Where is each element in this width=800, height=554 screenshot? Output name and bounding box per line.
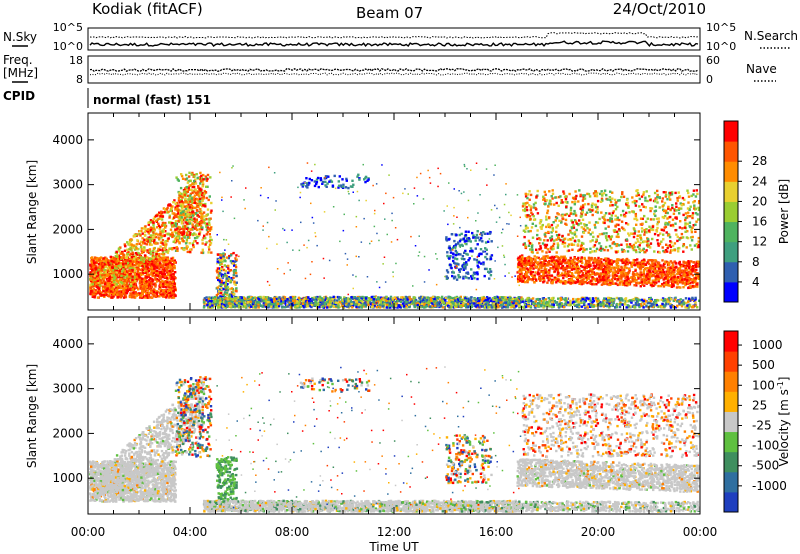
velocity-x-ticks: [87, 317, 701, 514]
power-colorbar-swatch-5: [724, 181, 738, 202]
velocity-colorbar-swatch-3: [724, 431, 738, 453]
power-y-tick-label-0: 1000: [52, 267, 83, 281]
velocity-colorbar-swatch-5: [724, 391, 738, 412]
nave-tick-top: 60: [706, 54, 720, 67]
noise-search-label: N.Search: [744, 29, 798, 43]
cpid-text: normal (fast) 151: [93, 93, 211, 107]
velocity-panel: 1000 2000 3000 4000 Slant Range [km] 1000 50…: [25, 316, 791, 515]
power-x-ticks: [87, 113, 701, 310]
x-tick-label-5: 20:00: [581, 525, 616, 539]
cpid-panel: CPID normal (fast) 151: [3, 88, 211, 108]
power-colorbar-swatch-6: [724, 161, 738, 182]
x-tick-label-3: 12:00: [377, 525, 412, 539]
velocity-colorbar: 1000 500 100 25 -25 -100 -500 -1000 Velocity [m …: [723, 330, 791, 513]
velocity-y-axis: 1000 2000 3000 4000: [52, 337, 700, 485]
velocity-colorbar-label: Velocity [m s-1]: [776, 377, 791, 467]
noise-sky-label: N.Sky: [3, 30, 37, 44]
velocity-heatmap: [89, 366, 701, 513]
velocity-colorbar-tick-2: 100: [752, 378, 775, 392]
freq-trace: [89, 67, 699, 76]
velocity-colorbar-swatch-1: [724, 471, 738, 493]
power-y-tick-label-3: 4000: [52, 133, 83, 147]
power-colorbar-tick-6: 28: [752, 154, 767, 168]
station-title: Kodiak (fitACF): [92, 0, 203, 18]
velocity-y-tick-label-1: 2000: [52, 426, 83, 440]
velocity-colorbar-tick-0: 1000: [752, 338, 783, 352]
x-axis-title: Time UT: [368, 540, 419, 554]
nave-label: Nave: [746, 62, 777, 76]
power-colorbar-swatch-1: [724, 261, 738, 283]
power-colorbar-tick-4: 20: [752, 194, 767, 208]
power-y-axis: 1000 2000 3000 4000: [52, 133, 700, 281]
velocity-colorbar-swatch-7: [724, 351, 738, 372]
freq-panel: Freq. [MHz] 18 8 60 0 Nave: [3, 53, 777, 86]
power-colorbar: 4 8 12 16 20 24 28 Power [dB]: [723, 120, 791, 303]
velocity-y-tick-label-2: 3000: [52, 382, 83, 396]
velocity-colorbar-tick-6: -500: [752, 459, 779, 473]
freq-tick-top: 18: [69, 54, 83, 67]
noise-tick-right-bottom: 10^0: [706, 40, 736, 53]
x-tick-label-2: 08:00: [275, 525, 310, 539]
velocity-colorbar-swatch-4: [724, 411, 738, 433]
power-y-tick-label-1: 2000: [52, 222, 83, 236]
velocity-colorbar-swatch-0: [724, 491, 738, 513]
power-colorbar-swatch-4: [724, 201, 738, 223]
power-y-label: Slant Range [km]: [25, 160, 39, 264]
velocity-colorbar-tick-7: -1000: [752, 479, 787, 493]
x-axis-labels: 00:00 04:00 08:00 12:00 16:00 20:00 00:00: [71, 525, 718, 539]
noise-trace: [89, 32, 699, 48]
power-colorbar-swatch-8: [724, 121, 738, 142]
noise-tick-left-bottom: 10^0: [53, 40, 83, 53]
power-colorbar-tick-2: 12: [752, 235, 767, 249]
velocity-colorbar-tick-3: 25: [752, 398, 767, 412]
power-y-tick-label-2: 3000: [52, 178, 83, 192]
x-tick-label-4: 16:00: [479, 525, 514, 539]
velocity-colorbar-swatch-8: [724, 331, 738, 352]
velocity-colorbar-swatch-6: [724, 371, 738, 392]
x-tick-label-1: 04:00: [173, 525, 208, 539]
velocity-colorbar-tick-5: -100: [752, 439, 779, 453]
power-colorbar-tick-3: 16: [752, 215, 767, 229]
date-title: 24/Oct/2010: [613, 0, 706, 18]
freq-unit-label: [MHz]: [3, 66, 38, 80]
power-colorbar-swatch-7: [724, 141, 738, 162]
beam-title: Beam 07: [356, 4, 423, 22]
power-colorbar-label: Power [dB]: [777, 179, 791, 244]
freq-label: Freq.: [3, 53, 33, 67]
freq-tick-bottom: 8: [76, 73, 83, 86]
velocity-y-tick-label-3: 4000: [52, 337, 83, 351]
power-colorbar-tick-1: 8: [752, 255, 760, 269]
noise-panel: N.Sky 10^5 10^0 10^5 10^0 N.Search: [3, 21, 798, 53]
power-panel: 1000 2000 3000 4000 Slant Range [km] 4 8 12 16…: [25, 112, 791, 311]
power-heatmap: [89, 162, 701, 309]
power-colorbar-swatch-2: [724, 241, 738, 263]
velocity-y-label: Slant Range [km]: [25, 364, 39, 468]
velocity-colorbar-tick-1: 500: [752, 358, 775, 372]
power-colorbar-tick-0: 4: [752, 275, 760, 289]
noise-tick-left-top: 10^5: [53, 21, 83, 34]
noise-tick-right-top: 10^5: [706, 21, 736, 34]
cpid-label: CPID: [3, 89, 35, 103]
nave-tick-bottom: 0: [706, 73, 713, 86]
power-colorbar-swatch-3: [724, 221, 738, 243]
x-tick-label-0: 00:00: [71, 525, 106, 539]
velocity-colorbar-swatch-2: [724, 451, 738, 473]
power-colorbar-tick-5: 24: [752, 174, 767, 188]
power-colorbar-swatch-0: [724, 281, 738, 303]
velocity-y-tick-label-0: 1000: [52, 471, 83, 485]
x-tick-label-6: 00:00: [683, 525, 718, 539]
velocity-colorbar-tick-4: -25: [752, 419, 772, 433]
